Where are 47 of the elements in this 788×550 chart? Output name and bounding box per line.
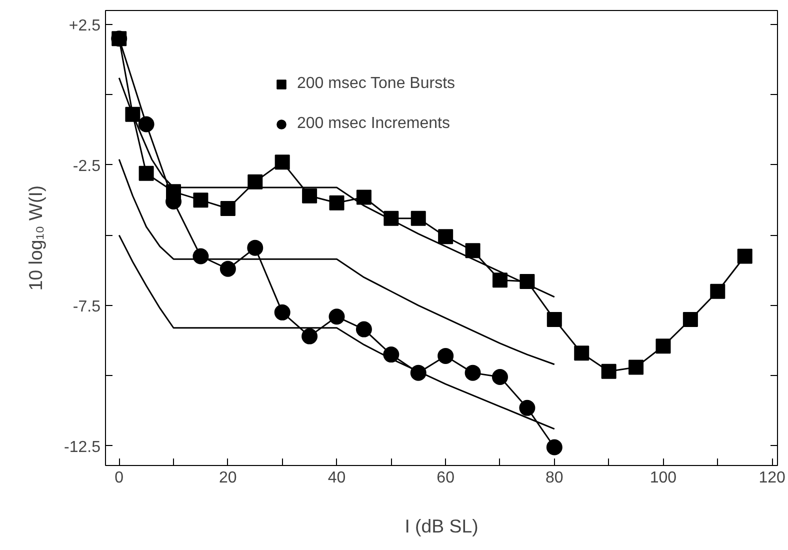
point — [546, 439, 562, 456]
point — [546, 312, 562, 327]
point — [274, 304, 290, 320]
y-tick-label: -2.5 — [72, 158, 101, 175]
x-axis-title: I (dB SL) — [404, 516, 478, 536]
point — [601, 364, 616, 379]
point — [302, 328, 318, 344]
point — [329, 195, 344, 210]
x-tick-label: 120 — [758, 470, 786, 486]
legend-label: 200 msec Tone Bursts — [297, 75, 456, 93]
y-axis-title: 10 log₁₀ W(I) — [25, 185, 46, 291]
x-tick-label: 100 — [650, 470, 677, 486]
point — [356, 321, 372, 338]
point — [193, 192, 208, 208]
point — [247, 240, 264, 256]
point — [628, 360, 644, 375]
point — [574, 346, 590, 361]
point — [274, 154, 290, 170]
x-tick-label: 20 — [219, 470, 237, 486]
point — [410, 210, 426, 226]
point — [737, 248, 752, 264]
point — [519, 400, 536, 416]
point — [302, 188, 318, 204]
point — [464, 364, 481, 381]
legend-label: 200 msec Increments — [297, 115, 450, 133]
x-tick-label: 60 — [436, 470, 455, 486]
y-tick-label: -7.5 — [72, 298, 101, 316]
point — [356, 190, 372, 205]
point — [710, 284, 726, 299]
point — [438, 348, 454, 364]
point — [138, 116, 154, 132]
point — [438, 229, 454, 244]
point — [328, 308, 345, 325]
x-tick-label: 0 — [114, 470, 124, 486]
x-tick-label: 80 — [546, 470, 564, 486]
y-tick-label: -12.5 — [64, 438, 101, 456]
y-tick-label: +2.5 — [68, 18, 101, 35]
point — [465, 243, 480, 258]
point — [220, 201, 236, 216]
point — [138, 166, 154, 181]
x-tick-label: 40 — [328, 470, 346, 486]
point — [492, 272, 508, 288]
point — [220, 260, 236, 277]
point — [682, 312, 698, 327]
point — [656, 338, 671, 354]
point — [492, 369, 508, 386]
point — [248, 174, 263, 190]
